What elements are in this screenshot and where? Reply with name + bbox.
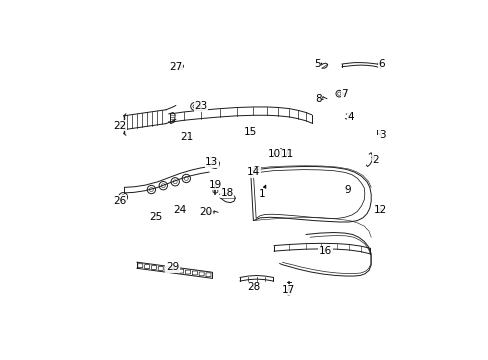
Text: 5: 5	[313, 59, 321, 69]
Text: 29: 29	[165, 262, 179, 272]
Text: 21: 21	[180, 132, 193, 143]
Text: 4: 4	[346, 112, 353, 122]
Text: 18: 18	[220, 188, 233, 198]
Text: 7: 7	[341, 90, 347, 99]
Text: 9: 9	[344, 185, 350, 195]
Text: 2: 2	[371, 155, 378, 165]
Text: 3: 3	[378, 130, 385, 140]
Text: 13: 13	[205, 157, 218, 167]
Text: 25: 25	[149, 212, 162, 222]
Text: 22: 22	[113, 121, 126, 131]
Text: 15: 15	[244, 127, 257, 137]
Text: 10: 10	[267, 149, 280, 159]
Text: 14: 14	[246, 167, 260, 177]
Text: 24: 24	[173, 204, 186, 215]
Text: 6: 6	[377, 59, 384, 69]
Text: 11: 11	[280, 149, 293, 159]
Text: 26: 26	[113, 195, 126, 206]
Text: 12: 12	[373, 204, 386, 215]
Text: 27: 27	[169, 62, 182, 72]
Text: 28: 28	[246, 282, 260, 292]
Text: 20: 20	[199, 207, 212, 217]
Text: 17: 17	[282, 285, 295, 295]
Text: 16: 16	[318, 246, 331, 256]
Text: 1: 1	[258, 185, 265, 199]
Text: 23: 23	[194, 102, 207, 111]
Text: 8: 8	[315, 94, 322, 104]
Text: 19: 19	[208, 180, 221, 190]
